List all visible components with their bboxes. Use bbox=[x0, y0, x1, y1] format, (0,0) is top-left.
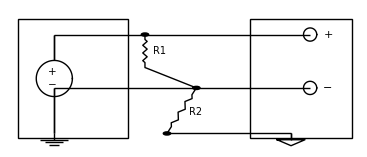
Circle shape bbox=[193, 86, 200, 89]
Circle shape bbox=[163, 132, 171, 135]
Bar bbox=[250, 19, 352, 138]
Text: −: − bbox=[323, 83, 333, 93]
Text: R2: R2 bbox=[189, 107, 202, 117]
Circle shape bbox=[141, 33, 149, 36]
Text: −: − bbox=[48, 80, 57, 90]
Text: +: + bbox=[323, 30, 333, 40]
Text: R1: R1 bbox=[153, 46, 166, 56]
Text: +: + bbox=[48, 67, 57, 77]
Bar bbox=[18, 19, 128, 138]
